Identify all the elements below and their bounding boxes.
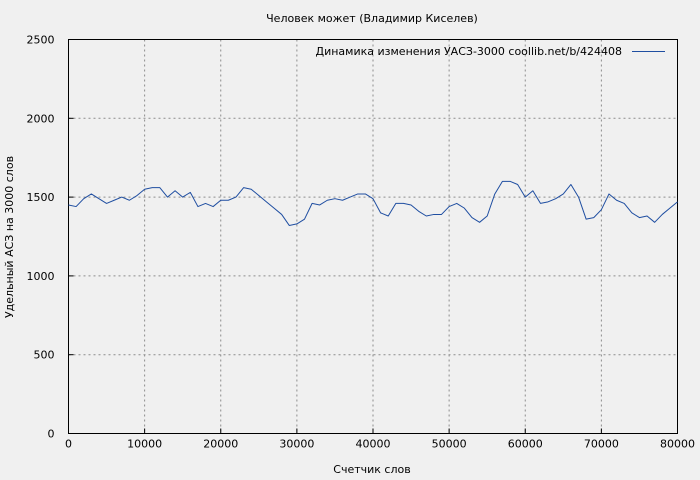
y-tick-label: 2000 (27, 112, 55, 125)
grid-lines (68, 39, 678, 434)
x-tick-label: 20000 (203, 438, 238, 451)
x-tick-label: 70000 (584, 438, 619, 451)
x-tick-label: 10000 (127, 438, 162, 451)
x-tick-label: 50000 (432, 438, 467, 451)
y-tick-label: 500 (34, 349, 55, 362)
chart-title: Человек может (Владимир Киселев) (266, 12, 478, 25)
series-line (68, 180, 678, 226)
legend-label: Динамика изменения УАСЗ-3000 coollib.net… (316, 45, 623, 58)
x-tick-label: 40000 (356, 438, 391, 451)
legend: Динамика изменения УАСЗ-3000 coollib.net… (316, 45, 665, 58)
y-tick-label: 1500 (27, 191, 55, 204)
x-tick-label: 30000 (279, 438, 314, 451)
y-tick-label: 2500 (27, 34, 55, 47)
x-tick-label: 80000 (660, 438, 695, 451)
y-tick-label: 1000 (27, 270, 55, 283)
y-axis-label: Удельный АСЗ на 3000 слов (3, 156, 16, 318)
x-axis-ticks: 0 10000 20000 30000 40000 50000 60000 70000 8000… (65, 428, 695, 451)
x-tick-label: 60000 (508, 438, 543, 451)
y-axis-ticks: 0 500 1000 1500 2000 2500 (27, 34, 74, 441)
x-tick-label: 0 (65, 438, 72, 451)
series-lines (68, 180, 678, 226)
x-axis-label: Счетчик слов (333, 463, 410, 476)
y-tick-label: 0 (48, 428, 55, 441)
